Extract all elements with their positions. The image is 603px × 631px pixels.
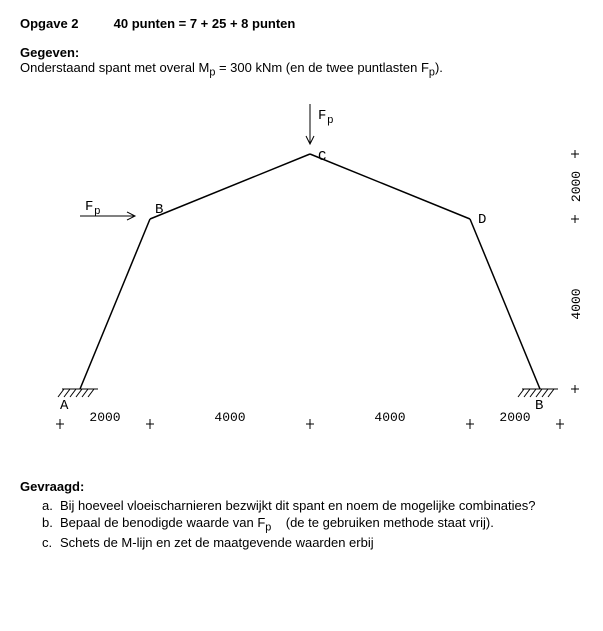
asked-marker-c: c. — [42, 535, 52, 550]
given-text-part3: ). — [435, 60, 443, 75]
svg-text:D: D — [478, 212, 486, 228]
asked-text-b-before: Bepaal de benodigde waarde van F — [60, 515, 265, 530]
asked-marker-a: a. — [42, 498, 53, 513]
svg-text:C: C — [318, 149, 326, 165]
svg-text:A: A — [60, 398, 69, 414]
asked-item-b: b. Bepaal de benodigde waarde van Fp (de… — [42, 515, 583, 534]
asked-text-c: Schets de M-lijn en zet de maatgevende w… — [60, 535, 374, 550]
svg-text:B: B — [535, 398, 543, 414]
svg-text:4000: 4000 — [374, 410, 405, 425]
svg-text:4000: 4000 — [214, 410, 245, 425]
svg-text:4000: 4000 — [569, 288, 580, 319]
svg-text:F: F — [85, 199, 93, 215]
exercise-points: 40 punten = 7 + 25 + 8 punten — [114, 16, 296, 31]
asked-item-c: c. Schets de M-lijn en zet de maatgevend… — [42, 535, 583, 550]
given-label: Gegeven: — [20, 45, 583, 60]
svg-text:F: F — [318, 108, 326, 124]
asked-marker-b: b. — [42, 515, 53, 530]
asked-text-a: Bij hoeveel vloeischarnieren bezwijkt di… — [60, 498, 535, 513]
svg-text:p: p — [327, 115, 334, 127]
asked-list: a. Bij hoeveel vloeischarnieren bezwijkt… — [20, 498, 583, 551]
exercise-header: Opgave 2 40 punten = 7 + 25 + 8 punten — [20, 16, 583, 31]
asked-label: Gevraagd: — [20, 479, 583, 494]
exercise-title: Opgave 2 — [20, 16, 110, 31]
asked-item-a: a. Bij hoeveel vloeischarnieren bezwijkt… — [42, 498, 583, 513]
svg-text:p: p — [94, 206, 101, 218]
svg-text:2000: 2000 — [89, 410, 120, 425]
svg-text:2000: 2000 — [499, 410, 530, 425]
svg-text:B: B — [155, 202, 163, 218]
given-text: Onderstaand spant met overal Mp = 300 kN… — [20, 60, 583, 79]
frame-diagram: ABCDBFpFp200040004000200040002000 — [20, 89, 580, 459]
svg-text:2000: 2000 — [569, 170, 580, 201]
given-text-part2: = 300 kNm (en de twee puntlasten F — [215, 60, 429, 75]
asked-text-b-after: (de te gebruiken methode staat vrij). — [271, 515, 494, 530]
given-text-part1: Onderstaand spant met overal M — [20, 60, 209, 75]
